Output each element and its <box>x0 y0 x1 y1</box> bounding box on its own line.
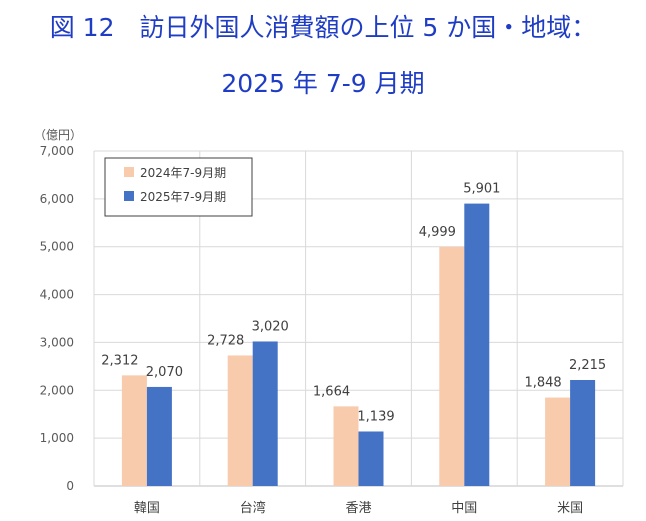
bar-2025 <box>252 341 278 486</box>
x-tick-label: 米国 <box>557 501 583 516</box>
x-tick-label: 中国 <box>451 501 477 516</box>
data-label: 3,020 <box>252 319 289 334</box>
bars <box>121 203 596 486</box>
legend-swatch <box>124 191 134 201</box>
y-tick-label: 7,000 <box>40 144 74 158</box>
bar-2025 <box>570 379 596 486</box>
bar-2024 <box>439 246 465 486</box>
bar-2025 <box>146 386 172 486</box>
bar-2024 <box>121 375 147 486</box>
legend-swatch <box>124 167 134 177</box>
y-tick-label: 2,000 <box>40 383 74 397</box>
data-label: 1,139 <box>357 409 394 424</box>
y-tick-label: 5,000 <box>40 240 74 254</box>
data-label: 5,901 <box>463 182 500 197</box>
gridlines <box>93 150 624 487</box>
data-label: 1,664 <box>313 384 350 399</box>
y-tick-label: 1,000 <box>40 431 74 445</box>
x-axis-labels: 韓国 台湾 香港 中国 米国 <box>134 500 583 516</box>
bar-2024 <box>333 406 359 486</box>
data-label: 4,999 <box>419 225 456 240</box>
x-tick-label: 韓国 <box>134 501 160 516</box>
bar-2025 <box>464 203 490 486</box>
y-axis-label: （億円） <box>34 128 82 142</box>
y-axis-ticks: 0 1,000 2,000 3,000 4,000 5,000 6,000 7,000 <box>40 144 74 493</box>
data-label: 2,728 <box>207 333 244 348</box>
legend-label: 2025年7-9月期 <box>140 190 226 204</box>
data-label: 2,215 <box>569 358 606 373</box>
data-label: 1,848 <box>524 376 561 391</box>
data-label: 2,312 <box>101 353 138 368</box>
legend: 2024年7-9月期 2025年7-9月期 <box>104 157 253 217</box>
y-tick-label: 0 <box>66 479 74 493</box>
y-tick-label: 4,000 <box>40 288 74 302</box>
y-tick-label: 6,000 <box>40 192 74 206</box>
x-tick-label: 台湾 <box>240 500 266 516</box>
legend-label: 2024年7-9月期 <box>140 166 226 180</box>
chart-title-line1: 図 12 訪日外国人消費額の上位 5 か国・地域： <box>49 13 597 42</box>
chart-title-line2: 2025 年 7-9 月期 <box>221 69 425 98</box>
bar-2025 <box>358 431 384 486</box>
bar-2024 <box>227 355 253 486</box>
data-label: 2,070 <box>146 365 183 380</box>
data-labels: 2,312 2,070 2,728 3,020 1,664 1,139 4,999 5,901… <box>101 182 606 425</box>
x-tick-label: 香港 <box>345 501 371 516</box>
y-tick-label: 3,000 <box>40 335 74 349</box>
bar-2024 <box>545 397 571 486</box>
